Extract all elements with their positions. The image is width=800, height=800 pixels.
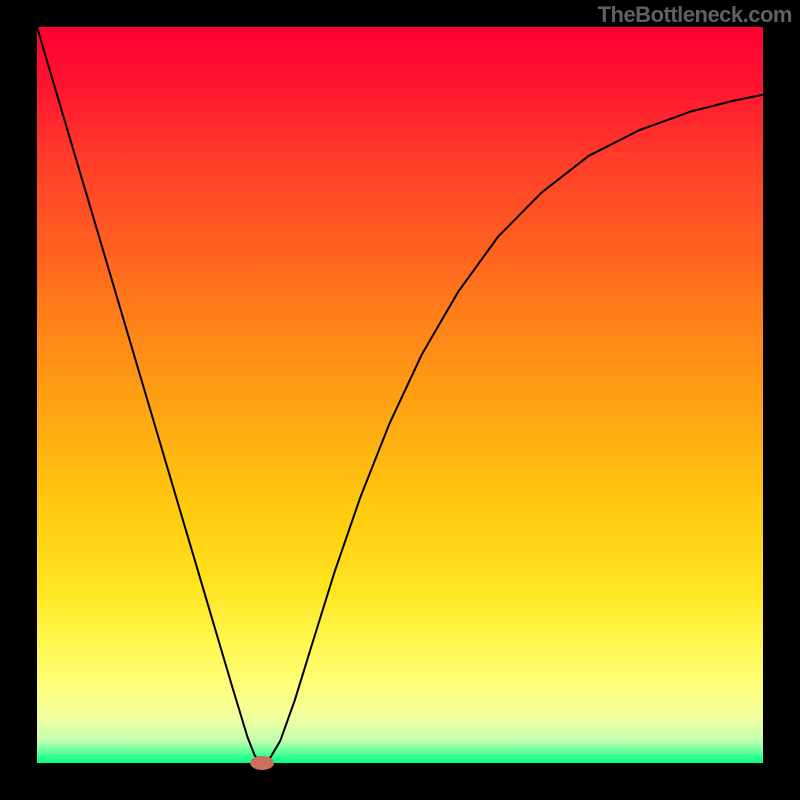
watermark-text: TheBottleneck.com	[598, 2, 792, 28]
optimal-point-marker	[250, 756, 274, 770]
chart-container: TheBottleneck.com	[0, 0, 800, 800]
bottleneck-chart	[0, 0, 800, 800]
